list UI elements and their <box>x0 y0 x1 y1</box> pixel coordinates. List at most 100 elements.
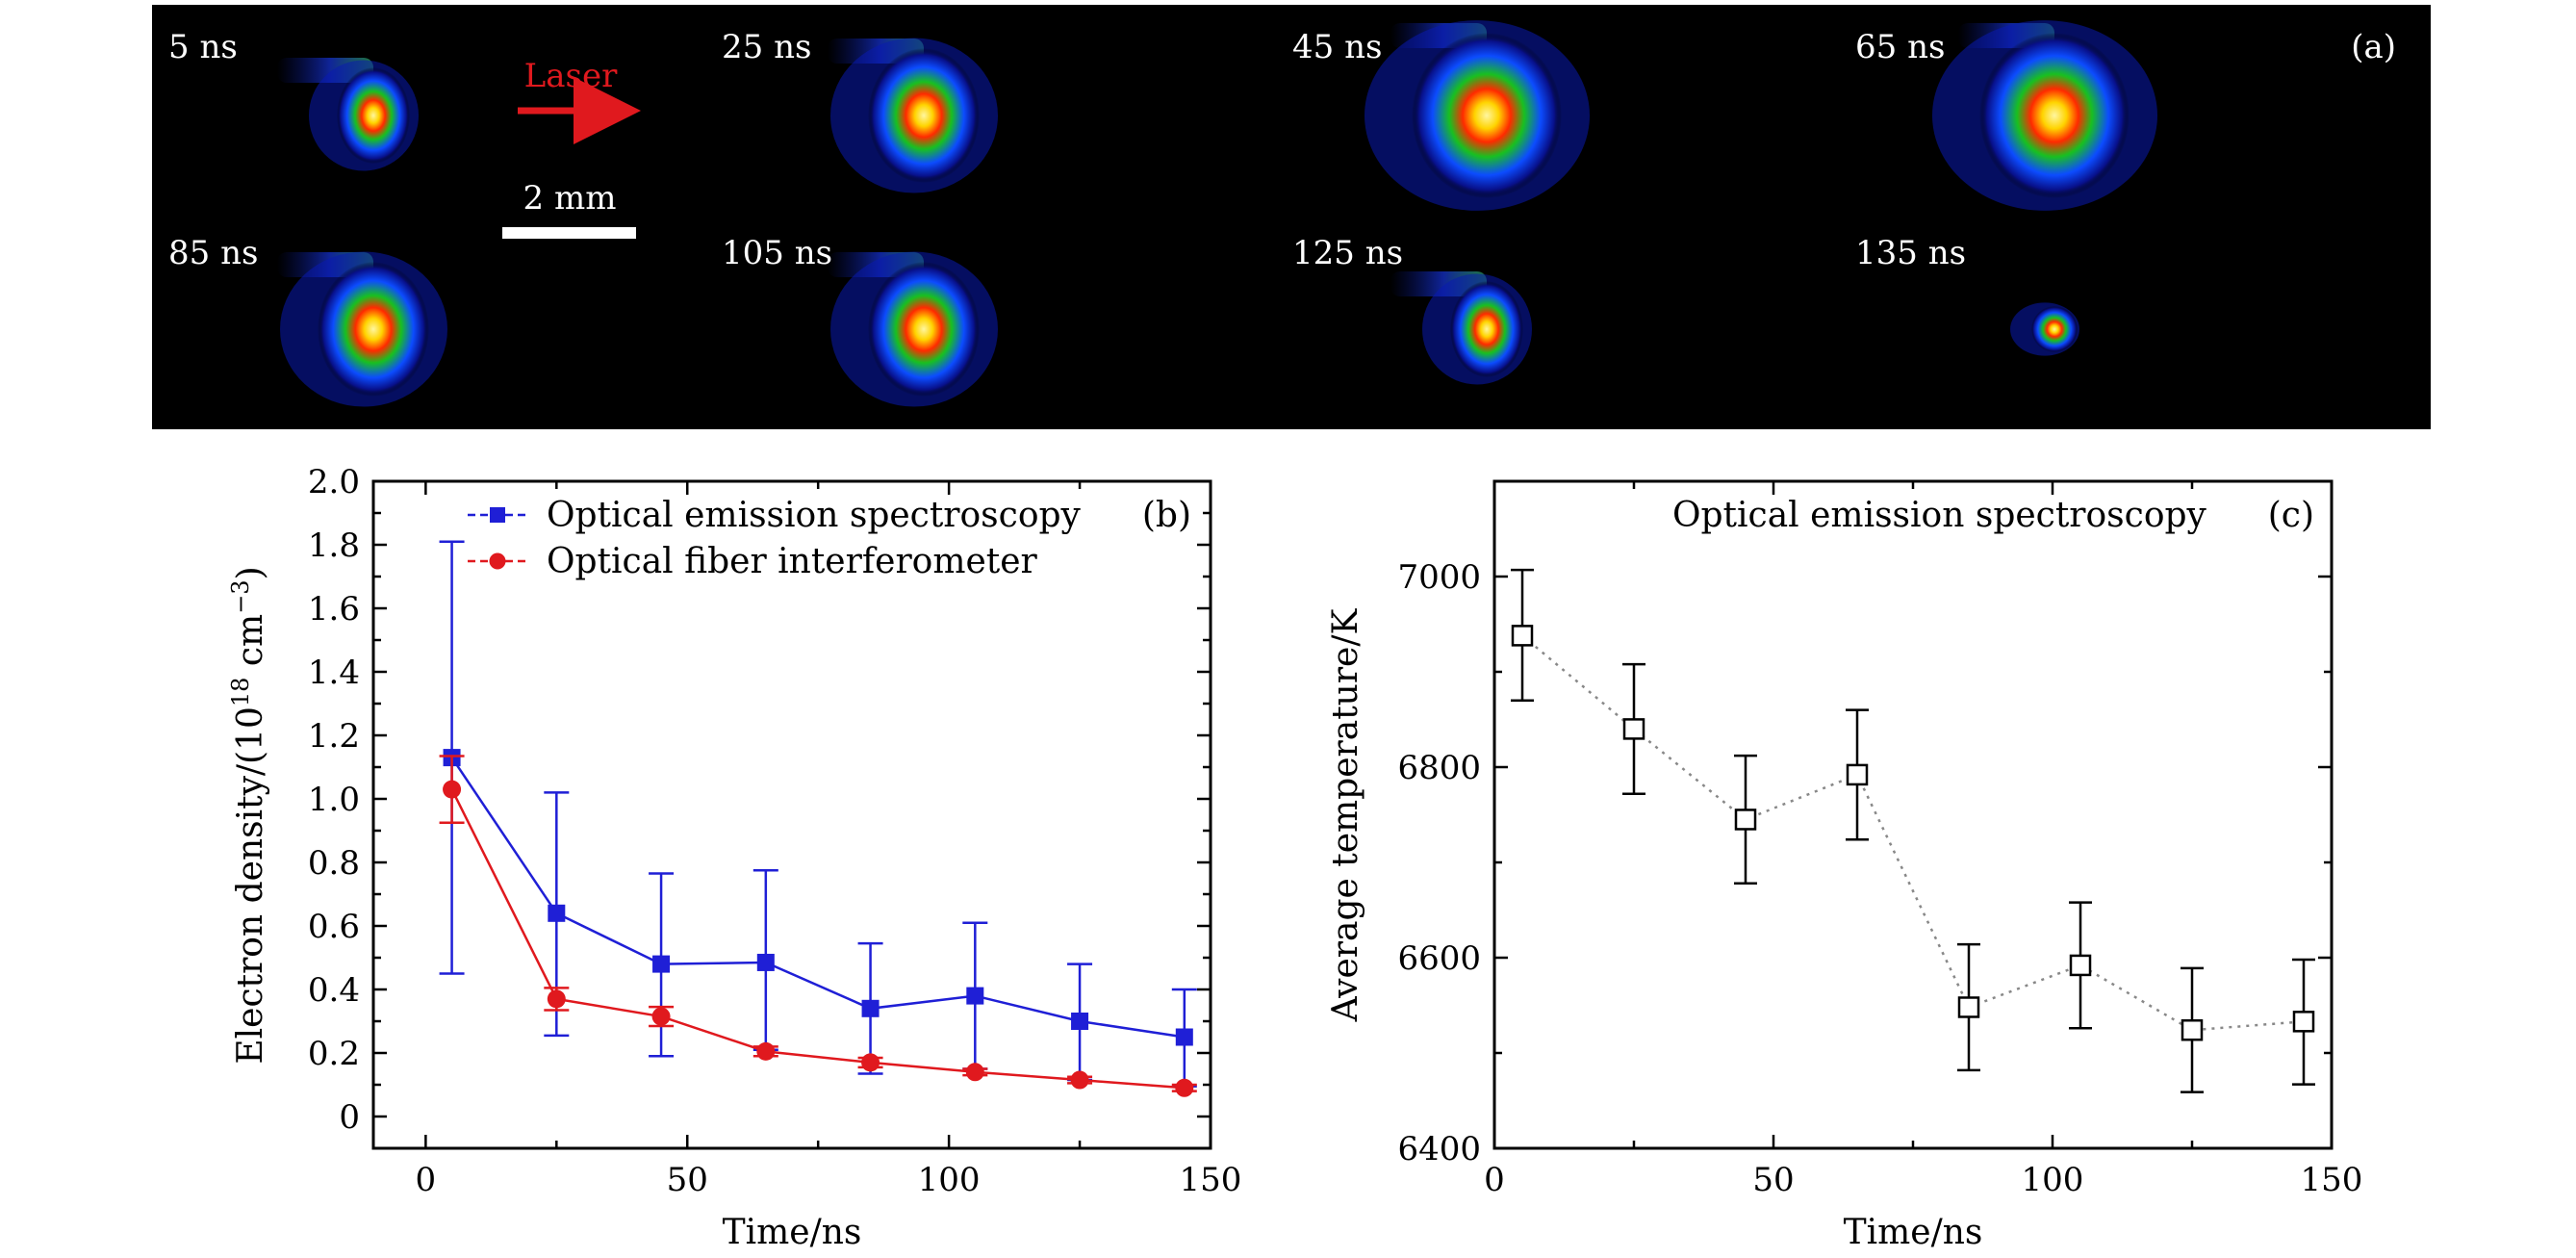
panel-c-ylabel: Average temperature/K <box>1326 608 1365 1023</box>
panel-b-xlabel: Time/ns <box>723 1213 862 1252</box>
panel-c-frame <box>1492 479 2334 1150</box>
panel-b-ticks: 0 50 100 150 0 0.2 0.4 0.6 0.8 1.0 1.2 1.4 1.6 1.8 2.0 <box>308 463 1242 1199</box>
frame-time-label: 125 ns <box>1292 234 1403 272</box>
data-point <box>1622 718 1645 740</box>
panel-b-frame <box>371 479 1212 1150</box>
data-point <box>1846 763 1869 786</box>
panel-c-series <box>1511 568 2315 1093</box>
data-point <box>548 904 566 922</box>
plasma-frame: 65 ns <box>1855 20 2157 211</box>
data-point <box>652 955 671 973</box>
plasma-frame: 105 ns <box>722 234 998 407</box>
series-average-temperature <box>1511 568 2315 1093</box>
panel-a-image-strip: 5 ns 25 ns 45 ns 65 ns 85 ns 105 ns 125 ns 135 … <box>152 5 2431 429</box>
y-tick-label: 1.8 <box>308 526 360 565</box>
plasma-glow <box>868 262 980 397</box>
data-point <box>547 989 566 1009</box>
data-point <box>1511 625 1534 647</box>
y-tick-label: 0.2 <box>308 1035 360 1073</box>
plasma-glow <box>1979 33 2130 198</box>
panel-b-series <box>439 540 1197 1097</box>
plasma-glow <box>318 262 429 397</box>
y-tick-label: 1.0 <box>308 781 360 819</box>
scale-bar <box>502 227 636 239</box>
y-tick-label: 0.6 <box>308 908 360 946</box>
panel-b-ylabel-exp: 18 <box>227 678 254 707</box>
data-point <box>1071 1013 1089 1030</box>
laser-label: Laser <box>524 57 618 95</box>
panel-c-temperature-chart: 0 50 100 150 6400 6600 6800 7000 Optical emissi… <box>1326 479 2362 1252</box>
y-tick-label: 0.4 <box>308 971 360 1010</box>
panel-b-legend: Optical emission spectroscopy Optical fi… <box>468 496 1082 581</box>
data-point <box>861 1053 880 1072</box>
data-point <box>966 987 984 1005</box>
data-point <box>443 780 462 799</box>
panel-b-ylabel-exp2: −3 <box>227 579 254 613</box>
y-tick-label: 1.2 <box>308 717 360 756</box>
legend-label-ofi: Optical fiber interferometer <box>547 542 1038 581</box>
y-tick-label: 2.0 <box>308 463 360 501</box>
y-tick-label: 6400 <box>1397 1130 1481 1168</box>
data-point <box>2292 1011 2315 1033</box>
plasma-frame: 125 ns <box>1292 234 1532 385</box>
plasma-glow <box>1412 33 1562 198</box>
y-tick-label: 1.4 <box>308 654 360 692</box>
frame-time-label: 25 ns <box>722 28 811 66</box>
data-point <box>2069 954 2092 977</box>
series-line <box>450 788 1185 1090</box>
x-tick-label: 50 <box>667 1161 708 1199</box>
plasma-frame: 45 ns <box>1292 20 1590 211</box>
frame-time-label: 105 ns <box>722 234 832 272</box>
plasma-frame: 135 ns <box>1855 234 2079 356</box>
y-tick-label: 6800 <box>1397 749 1481 787</box>
panel-a-label: (a) <box>2351 28 2396 66</box>
panel-c-title: Optical emission spectroscopy <box>1672 496 2207 535</box>
data-point <box>1175 1078 1194 1097</box>
data-point <box>2181 1018 2204 1041</box>
plasma-frame: 85 ns <box>168 234 447 407</box>
x-tick-label: 100 <box>2022 1161 2084 1199</box>
series-optical-emission-spectroscopy <box>439 540 1197 1088</box>
y-tick-label: 7000 <box>1397 558 1481 597</box>
x-tick-label: 100 <box>918 1161 981 1199</box>
plasma-glow <box>868 48 980 183</box>
plasma-glow <box>337 67 410 164</box>
data-point <box>861 999 880 1017</box>
data-point <box>756 1041 776 1061</box>
frame-time-label: 5 ns <box>168 28 238 66</box>
data-point <box>1070 1070 1089 1090</box>
x-tick-label: 0 <box>1484 1161 1505 1199</box>
plasma-frame: 5 ns <box>168 28 419 171</box>
panel-a-frames: 5 ns 25 ns 45 ns 65 ns 85 ns 105 ns 125 ns 135 … <box>168 20 2157 407</box>
legend-marker-oes <box>490 507 505 523</box>
data-point <box>1957 996 1980 1018</box>
legend-marker-ofi <box>489 552 506 570</box>
data-point <box>756 953 775 971</box>
y-tick-label: 0 <box>339 1098 360 1137</box>
frame-time-label: 45 ns <box>1292 28 1382 66</box>
data-point <box>965 1063 984 1082</box>
series-line <box>1521 634 2305 1032</box>
data-point <box>651 1007 671 1026</box>
panel-c-xlabel: Time/ns <box>1844 1213 1983 1252</box>
x-tick-label: 150 <box>2301 1161 2363 1199</box>
frame-time-label: 65 ns <box>1855 28 1945 66</box>
panel-b-ylabel: Electron density/(1018 cm−3) <box>227 566 270 1064</box>
x-tick-label: 50 <box>1752 1161 1794 1199</box>
legend-label-oes: Optical emission spectroscopy <box>547 496 1082 535</box>
plasma-glow <box>1450 281 1523 377</box>
scale-bar-label: 2 mm <box>523 179 617 218</box>
data-point <box>1175 1028 1193 1046</box>
x-tick-label: 150 <box>1180 1161 1242 1199</box>
y-tick-label: 6600 <box>1397 939 1481 978</box>
series-optical-fiber-interferometer <box>439 755 1197 1097</box>
panel-b-label: (b) <box>1142 496 1191 535</box>
panel-c-ticks: 0 50 100 150 6400 6600 6800 7000 <box>1397 481 2362 1199</box>
series-line <box>450 757 1186 1039</box>
y-tick-label: 1.6 <box>308 590 360 629</box>
panel-b-electron-density-chart: 0 50 100 150 0 0.2 0.4 0.6 0.8 1.0 1.2 1.4 1.6 1.8 2.0… <box>227 463 1241 1252</box>
plasma-glow <box>2031 306 2078 352</box>
frame-time-label: 135 ns <box>1855 234 1966 272</box>
plasma-frame: 25 ns <box>722 28 998 193</box>
